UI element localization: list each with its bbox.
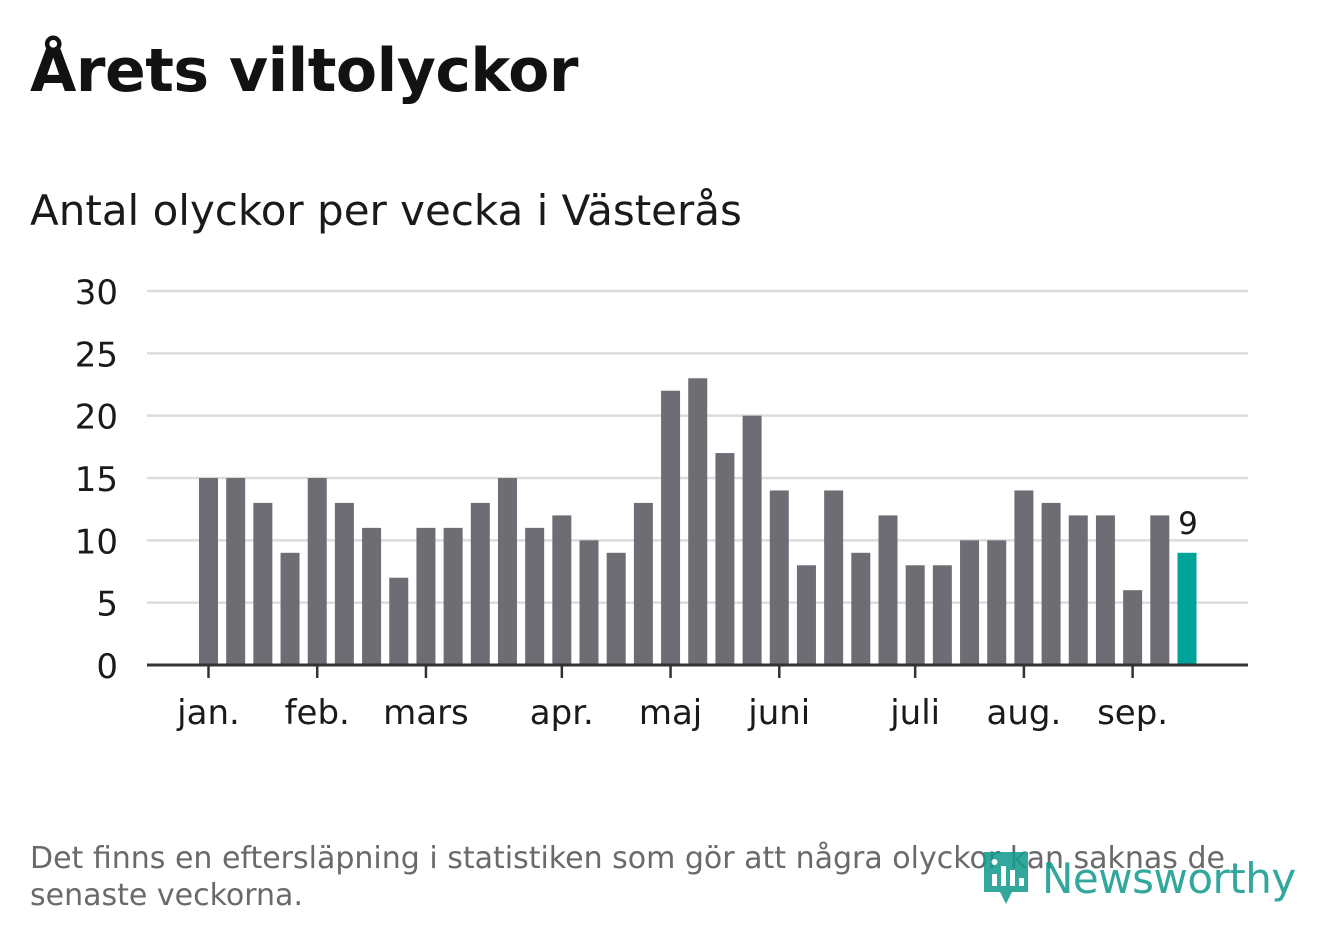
bar (606, 552, 626, 665)
chart-subtitle: Antal olyckor per vecka i Västerås (30, 186, 742, 235)
x-tick-label: aug. (987, 693, 1062, 733)
brand-name: Newsworthy (1042, 853, 1296, 903)
bars (199, 378, 1197, 665)
x-tick-label: juni (747, 693, 810, 733)
bar (824, 490, 844, 665)
bar (905, 565, 925, 665)
x-tick-label: jan. (176, 693, 240, 733)
bar (470, 502, 490, 665)
bar (416, 527, 436, 665)
bar (1150, 515, 1170, 665)
y-tick-label: 30 (75, 273, 118, 313)
y-tick-label: 10 (75, 522, 118, 562)
bar (443, 527, 463, 665)
bar (1123, 590, 1143, 665)
bar (253, 502, 273, 665)
data-label: 9 (1178, 506, 1198, 542)
bar (987, 540, 1007, 665)
bar-chart: 0 5 10 15 20 25 30 jan. feb. mars apr. maj juni juli… (75, 273, 1248, 733)
chart-title: Årets viltolyckor (30, 36, 579, 106)
x-tick-label: mars (383, 693, 469, 733)
bar (226, 478, 246, 665)
bar (497, 478, 517, 665)
bar (280, 552, 300, 665)
x-tick-label: sep. (1097, 693, 1168, 733)
bar (307, 478, 327, 665)
x-axis-tick-labels: jan. feb. mars apr. maj juni juli aug. sep. (176, 693, 1168, 733)
bar (851, 552, 871, 665)
bar (878, 515, 898, 665)
annotations: 9 (1178, 506, 1198, 542)
newsworthy-logo-icon (984, 852, 1028, 904)
bar (932, 565, 952, 665)
bar (552, 515, 572, 665)
bar (715, 453, 735, 665)
x-axis (147, 663, 1248, 678)
x-tick-label: juli (889, 693, 940, 733)
bar (1014, 490, 1034, 665)
bar (960, 540, 980, 665)
y-tick-label: 5 (96, 585, 118, 625)
y-tick-label: 15 (75, 460, 118, 500)
x-tick-label: feb. (285, 693, 350, 733)
y-tick-label: 0 (96, 647, 118, 687)
y-axis-tick-labels: 0 5 10 15 20 25 30 (75, 273, 118, 687)
bar (525, 527, 545, 665)
y-tick-label: 25 (75, 335, 118, 375)
bar (633, 502, 653, 665)
bar (579, 540, 599, 665)
bar (742, 415, 762, 665)
x-tick-label: maj (639, 693, 702, 733)
bar (362, 527, 382, 665)
bar (199, 478, 218, 665)
bar (1177, 552, 1197, 665)
bar (334, 502, 354, 665)
bar (796, 565, 816, 665)
bar (769, 490, 789, 665)
bar (389, 577, 409, 665)
x-tick-label: apr. (530, 693, 594, 733)
bar (688, 378, 708, 665)
bar (1068, 515, 1088, 665)
y-tick-label: 20 (75, 398, 118, 438)
bar (661, 390, 681, 665)
bar (1041, 502, 1061, 665)
bar (1095, 515, 1115, 665)
brand-logo: Newsworthy (980, 846, 1300, 910)
